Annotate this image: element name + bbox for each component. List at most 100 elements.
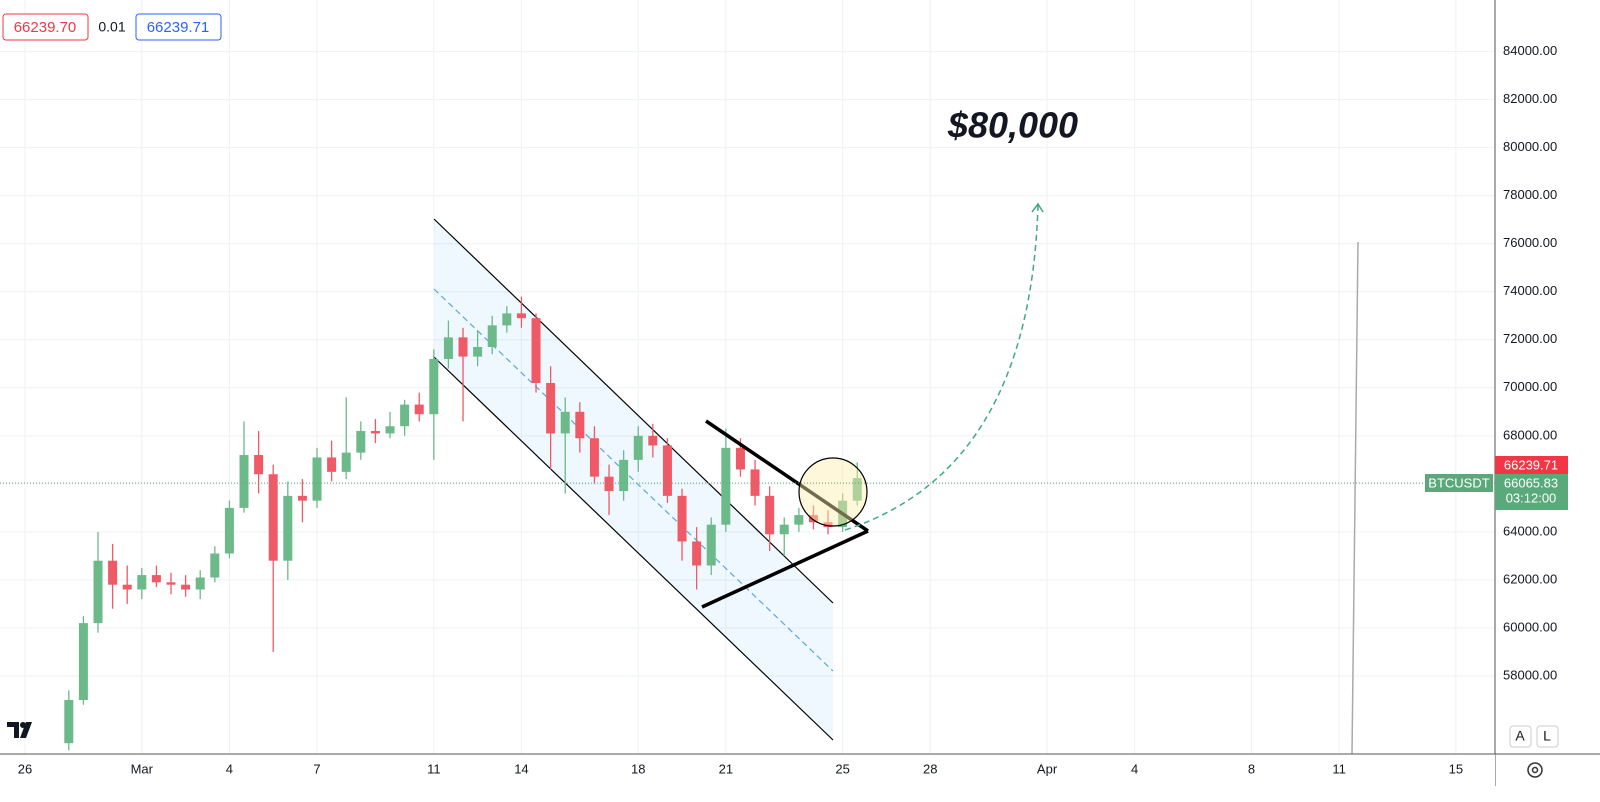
x-tick-label: 14: [514, 761, 528, 776]
candle-body: [735, 447, 745, 470]
y-tick-label: 76000.00: [1503, 235, 1557, 250]
candle-body: [224, 507, 234, 554]
y-tick-label: 64000.00: [1503, 523, 1557, 538]
mark-price-label: 66065.83: [1504, 475, 1558, 490]
candle-body: [473, 346, 483, 357]
candle-body: [151, 575, 161, 583]
candle-body: [341, 452, 351, 472]
x-tick-label: 28: [923, 761, 937, 776]
log-button[interactable]: [1536, 725, 1559, 748]
candle-body: [721, 447, 731, 525]
candle-body: [122, 584, 132, 590]
y-tick-label: 84000.00: [1503, 43, 1557, 58]
candle-body: [823, 522, 833, 528]
candle-body: [546, 383, 556, 434]
settings-icon[interactable]: [1527, 762, 1543, 778]
log-button-label[interactable]: L: [1543, 728, 1551, 744]
candle-body: [619, 459, 629, 492]
candle-body: [414, 404, 424, 415]
candle-body: [400, 404, 410, 427]
x-tick-label: Mar: [131, 761, 154, 776]
logo-dot: [20, 722, 26, 728]
projection-arrow: [844, 204, 1039, 531]
candle-body: [181, 584, 191, 590]
candle-body: [312, 457, 322, 501]
x-tick-label: 8: [1248, 761, 1255, 776]
candle-body: [604, 476, 614, 492]
x-tick-label: 18: [631, 761, 645, 776]
x-tick-label: Apr: [1037, 761, 1058, 776]
x-tick-label: 11: [427, 761, 441, 776]
candle-body: [210, 553, 220, 578]
candle-body: [808, 515, 818, 523]
settings-icon-core: [1531, 766, 1539, 774]
buy-box[interactable]: [135, 13, 222, 41]
candle-body: [575, 411, 585, 439]
y-tick-label: 60000.00: [1503, 619, 1557, 634]
candle-body: [487, 325, 497, 347]
grid: [0, 0, 1495, 754]
candle-body: [64, 699, 74, 744]
countdown-label: 03:12:00: [1506, 490, 1557, 505]
ask-label[interactable]: 66239.71: [147, 19, 210, 36]
candle-body: [589, 438, 599, 477]
candle-body: [108, 560, 118, 585]
candle-body: [78, 623, 88, 700]
candle-body: [327, 457, 337, 472]
x-tick-label: 25: [835, 761, 849, 776]
x-tick-label: 15: [1449, 761, 1463, 776]
candle-body: [560, 411, 570, 434]
channel-lower: [433, 356, 834, 741]
vertical-drawing: [1351, 241, 1359, 755]
sell-box[interactable]: [2, 13, 89, 41]
candle-body: [852, 478, 862, 501]
candle-body: [706, 524, 716, 566]
candle-body: [93, 560, 103, 624]
x-tick-label: 4: [1131, 761, 1138, 776]
auto-button[interactable]: [1509, 725, 1532, 748]
candle-body: [385, 426, 395, 434]
y-tick-label: 72000.00: [1503, 331, 1557, 346]
candle-body: [429, 358, 439, 415]
bid-label[interactable]: 66239.70: [14, 19, 77, 36]
candle-body: [662, 445, 672, 496]
candle-body: [297, 495, 307, 501]
x-tick-label: 21: [719, 761, 733, 776]
candle-body: [443, 337, 453, 359]
candle-body: [370, 431, 380, 434]
symbol-label: BTCUSDT: [1428, 475, 1489, 490]
x-tick-label: 4: [226, 761, 233, 776]
y-tick-label: 58000.00: [1503, 667, 1557, 682]
axes: 58000.0060000.0062000.0064000.0066000.00…: [18, 43, 1557, 776]
candle-body: [195, 577, 205, 590]
y-tick-label: 70000.00: [1503, 379, 1557, 394]
price-axis-bg: [1495, 0, 1600, 802]
channel-upper: [433, 218, 834, 604]
candle-body: [254, 455, 264, 475]
candle-body: [239, 455, 249, 508]
last-price-badge: [1495, 456, 1568, 474]
candle-body: [692, 541, 702, 566]
last-price-label: 66239.71: [1504, 457, 1558, 472]
candle-body: [765, 495, 775, 535]
channel-mid: [433, 288, 834, 672]
candle-body: [356, 431, 366, 453]
candle-body: [648, 435, 658, 446]
candle-body: [531, 318, 541, 384]
auto-button-label[interactable]: A: [1515, 728, 1525, 744]
y-tick-label: 80000.00: [1503, 139, 1557, 154]
triangle-upper: [705, 419, 869, 533]
candle-body: [779, 524, 789, 535]
candle-body: [677, 495, 687, 542]
candle-body: [268, 474, 278, 561]
candle-body: [750, 469, 760, 496]
time-axis-bg: [0, 754, 1495, 786]
symbol-badge: [1425, 474, 1493, 492]
candle-body: [516, 313, 526, 319]
candle-body: [502, 313, 512, 326]
target-annotation: $80,000: [947, 105, 1078, 146]
spread-label: 0.01: [98, 19, 125, 35]
candle-body: [166, 582, 176, 585]
